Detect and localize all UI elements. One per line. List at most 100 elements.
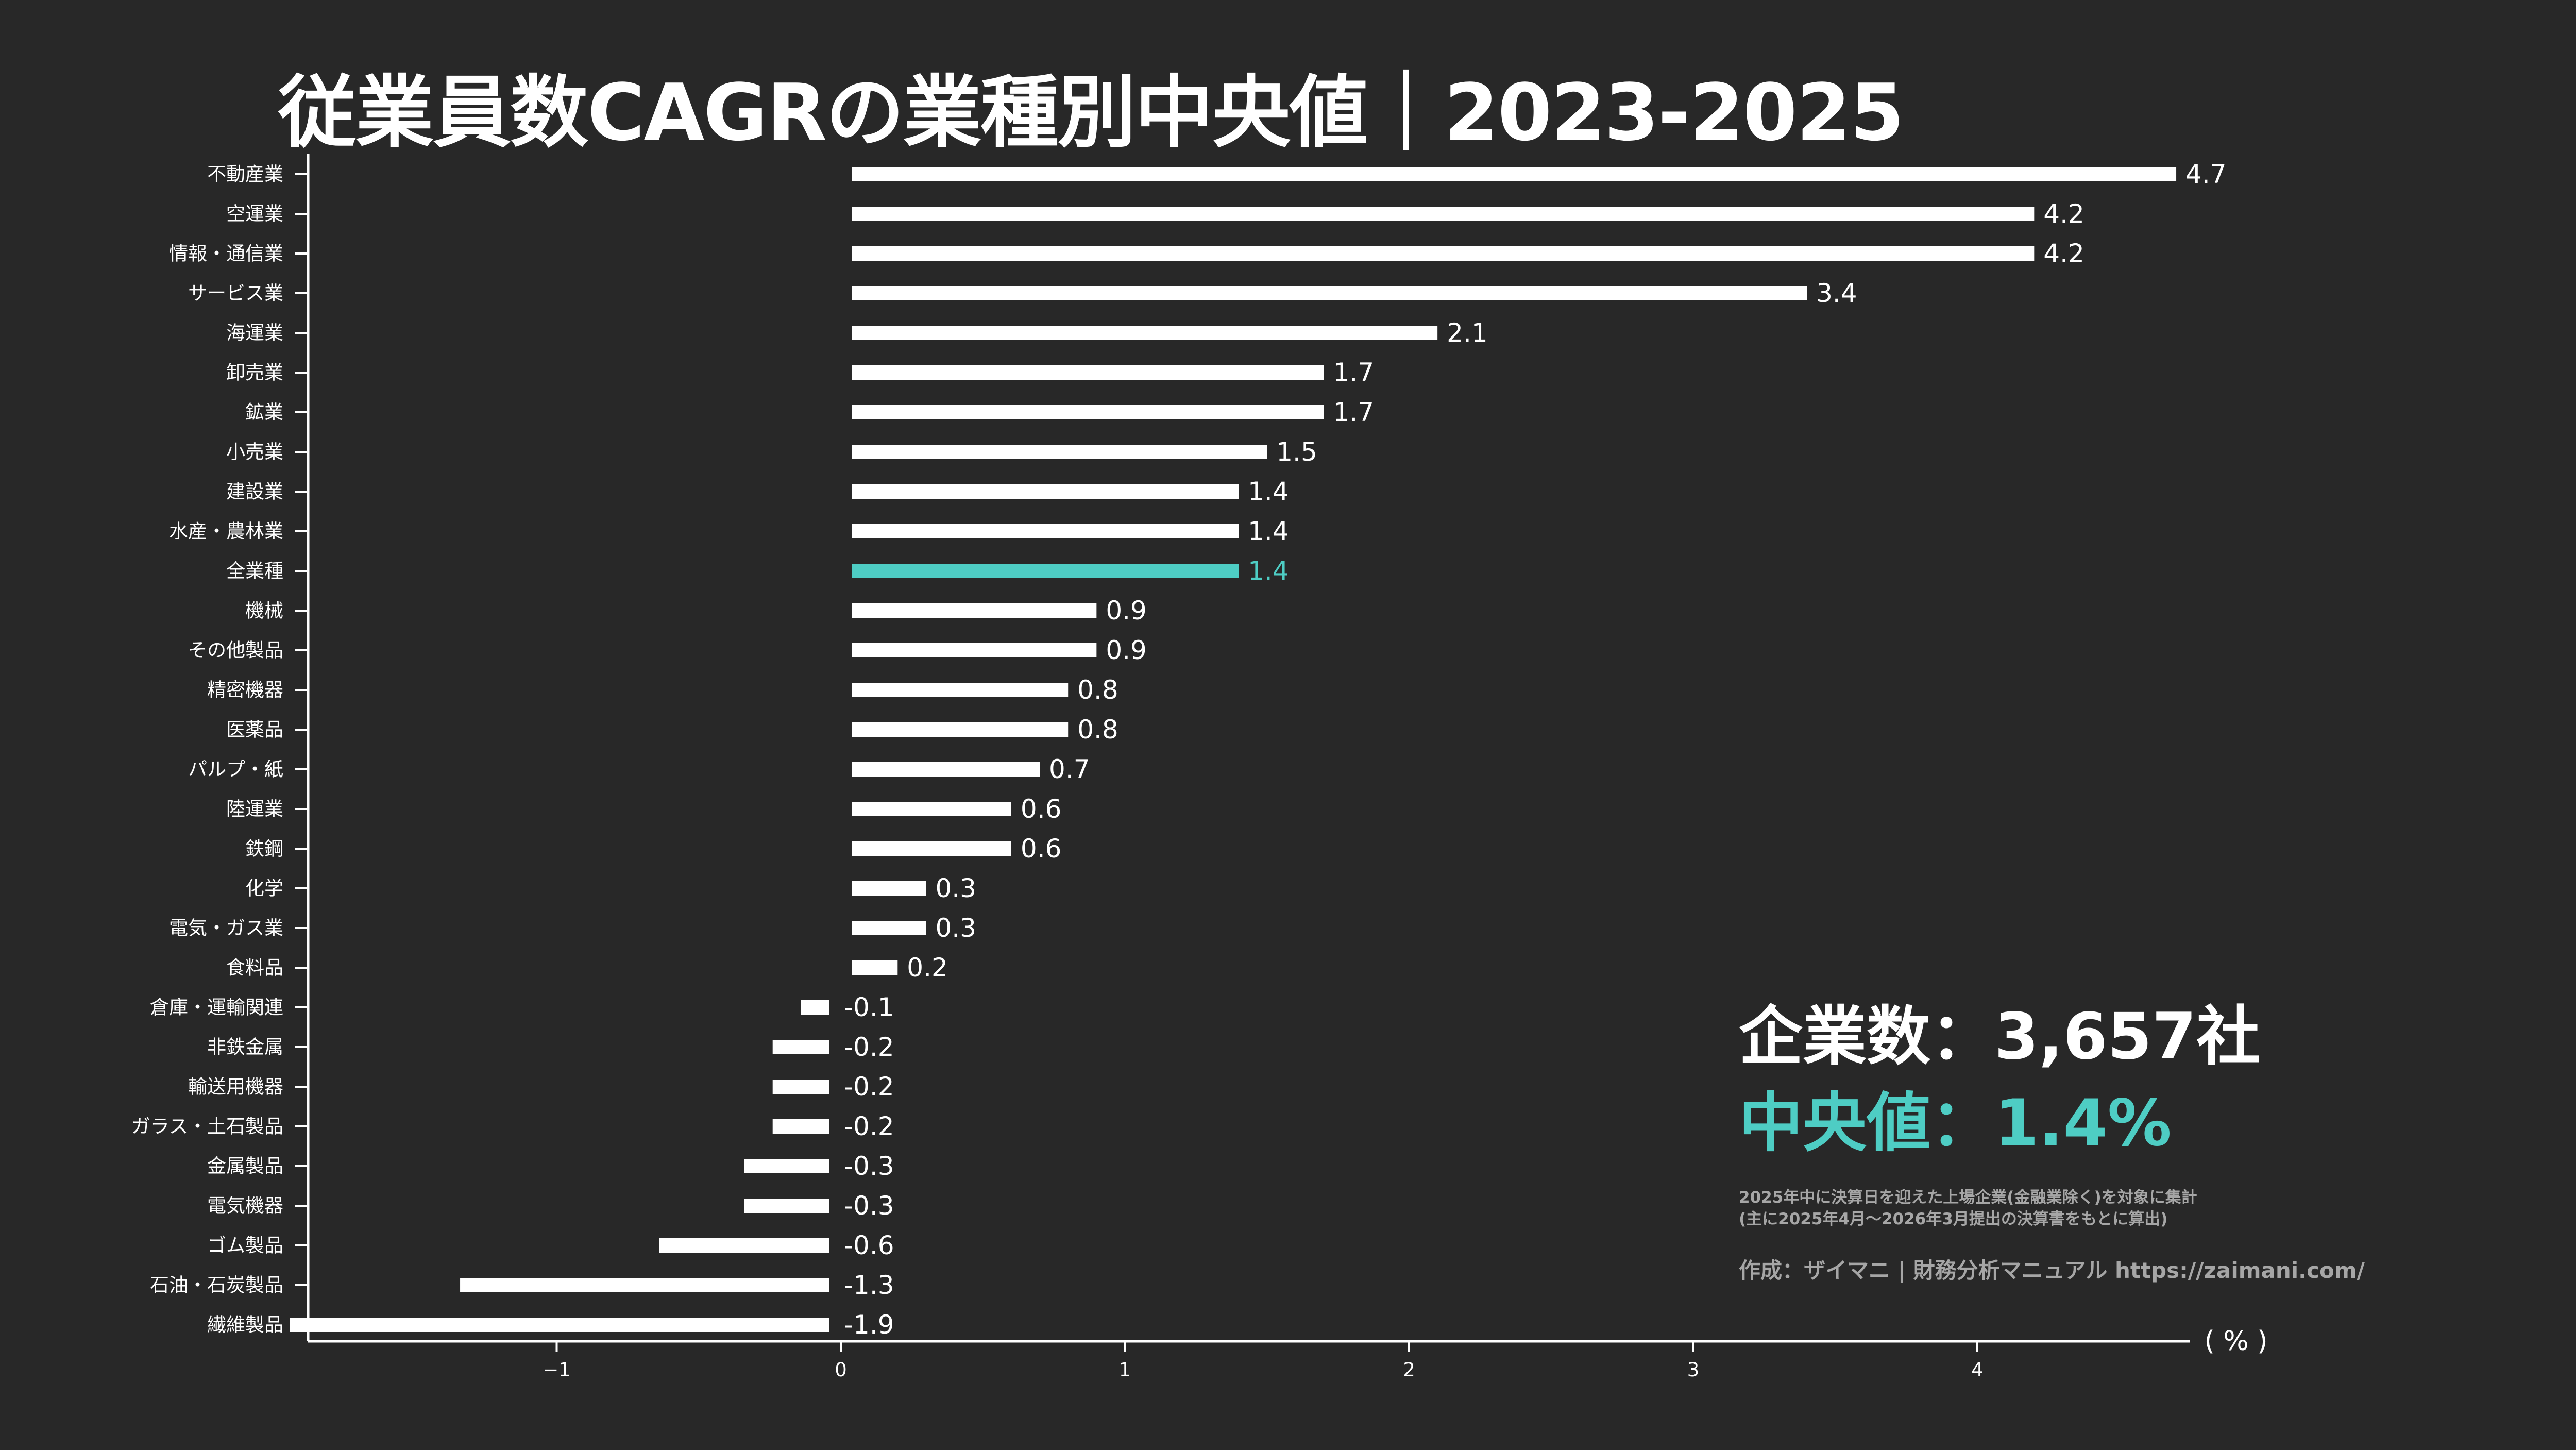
- bar-輸送用機器: [772, 1080, 829, 1094]
- value-label: 1.4: [1248, 516, 1289, 546]
- x-tick-label: 3: [1687, 1359, 1700, 1381]
- value-label: -0.6: [844, 1230, 894, 1260]
- bar-精密機器: [852, 683, 1069, 697]
- bar-ゴム製品: [659, 1238, 829, 1253]
- value-label: 1.4: [1248, 556, 1289, 586]
- x-tick-label: 4: [1971, 1359, 1984, 1381]
- bar-医薬品: [852, 722, 1069, 737]
- category-label: 空運業: [226, 203, 283, 225]
- bar-石油・石炭製品: [460, 1278, 829, 1292]
- median-summary: 中央値：1.4%: [1739, 1086, 2172, 1160]
- category-label: 繊維製品: [207, 1314, 283, 1336]
- bar-海運業: [852, 326, 1438, 340]
- value-label: -0.2: [844, 1072, 894, 1102]
- bar-鉄鋼: [852, 841, 1011, 856]
- value-label: 4.7: [2185, 159, 2227, 189]
- company-count: 企業数：3,657社: [1739, 1000, 2261, 1074]
- category-label: パルプ・紙: [188, 758, 283, 781]
- axes-layer: 不動産業空運業情報・通信業サービス業海運業卸売業鉱業小売業建設業水産・農林業全業…: [131, 154, 2268, 1381]
- value-label: 0.3: [935, 913, 976, 943]
- bar-全業種: [852, 564, 1239, 578]
- bar-鉱業: [852, 405, 1324, 419]
- value-label: 4.2: [2043, 199, 2084, 229]
- category-label: 水産・農林業: [169, 520, 283, 543]
- x-tick-label: 2: [1403, 1359, 1415, 1381]
- category-label: 情報・通信業: [169, 243, 283, 265]
- bar-小売業: [852, 445, 1267, 459]
- bar-食料品: [852, 960, 898, 975]
- category-label: 医薬品: [226, 719, 283, 741]
- value-label: 1.5: [1276, 437, 1317, 467]
- bar-サービス業: [852, 286, 1807, 300]
- category-label: 卸売業: [226, 362, 283, 384]
- value-label: 0.6: [1021, 794, 1062, 824]
- category-label: 金属製品: [207, 1155, 283, 1177]
- bar-ガラス・土石製品: [772, 1119, 829, 1134]
- category-label: 電気機器: [207, 1195, 283, 1217]
- value-label: -1.3: [844, 1270, 894, 1300]
- bar-機械: [852, 603, 1097, 618]
- category-label: 海運業: [226, 322, 283, 344]
- category-label: 倉庫・運輸関連: [150, 997, 283, 1019]
- category-label: 非鉄金属: [207, 1036, 283, 1058]
- bars-layer: 4.7 4.2 4.2 3.4 2.1 1.7 1.7 1.5 1.4 1.4 1.4 0.9 0.9 0…: [290, 159, 2227, 1340]
- info-box: 企業数：3,657社 中央値：1.4% 2025年中に決算日を迎えた上場企業(金…: [1739, 1005, 2365, 1285]
- category-label: その他製品: [188, 639, 283, 662]
- x-tick-label: 0: [835, 1359, 847, 1381]
- bar-電気機器: [744, 1199, 829, 1213]
- bar-繊維製品: [290, 1318, 829, 1332]
- x-tick-label: −1: [543, 1359, 571, 1381]
- bar-不動産業: [852, 167, 2177, 181]
- bar-パルプ・紙: [852, 762, 1040, 777]
- value-label: 1.7: [1333, 358, 1375, 387]
- value-label: -0.3: [844, 1191, 894, 1221]
- bar-水産・農林業: [852, 524, 1239, 538]
- bar-陸運業: [852, 802, 1011, 816]
- category-label: 電気・ガス業: [169, 917, 283, 939]
- unit-label: ( % ): [2204, 1326, 2267, 1357]
- category-label: 食料品: [226, 957, 283, 979]
- category-label: 石油・石炭製品: [150, 1274, 283, 1296]
- category-label: ゴム製品: [207, 1235, 283, 1257]
- value-label: 1.4: [1248, 477, 1289, 507]
- value-label: 0.9: [1106, 635, 1147, 665]
- value-label: 2.1: [1447, 318, 1488, 348]
- bar-建設業: [852, 484, 1239, 499]
- value-label: 0.2: [907, 953, 948, 983]
- bar-情報・通信業: [852, 246, 2035, 261]
- category-label: 陸運業: [226, 798, 283, 820]
- x-tick-label: 1: [1119, 1359, 1131, 1381]
- value-label: -0.1: [844, 992, 894, 1022]
- bar-倉庫・運輸関連: [801, 1000, 829, 1015]
- bar-その他製品: [852, 643, 1097, 657]
- category-label: 化学: [245, 878, 283, 900]
- chart-title: 従業員数CAGRの業種別中央値｜2023-2025: [278, 67, 1904, 158]
- category-label: 小売業: [226, 441, 283, 463]
- category-label: 鉱業: [245, 401, 283, 424]
- category-label: 鉄鋼: [245, 838, 283, 860]
- value-label: 1.7: [1333, 397, 1375, 427]
- value-label: -0.3: [844, 1151, 894, 1181]
- value-label: 0.6: [1021, 834, 1062, 864]
- bar-電気・ガス業: [852, 921, 926, 935]
- value-label: 3.4: [1816, 278, 1857, 308]
- category-label: 全業種: [226, 560, 283, 582]
- value-label: 0.8: [1077, 675, 1118, 705]
- category-label: サービス業: [188, 282, 283, 305]
- bar-空運業: [852, 207, 2035, 221]
- value-label: 0.9: [1106, 596, 1147, 626]
- note-text: 2025年中に決算日を迎えた上場企業(金融業除く)を対象に集計: [1739, 1188, 2197, 1207]
- bar-化学: [852, 881, 926, 896]
- category-label: 機械: [245, 600, 283, 622]
- credit-text: 作成：ザイマニ | 財務分析マニュアル https://zaimani.com/: [1739, 1257, 2365, 1283]
- category-label: 建設業: [226, 481, 283, 503]
- value-label: 0.7: [1049, 754, 1090, 784]
- note-text: (主に2025年4月～2026年3月提出の決算書をもとに算出): [1739, 1209, 2168, 1228]
- category-label: 精密機器: [207, 679, 283, 701]
- category-label: 不動産業: [207, 163, 283, 186]
- category-label: ガラス・土石製品: [131, 1116, 283, 1138]
- category-label: 輸送用機器: [188, 1076, 283, 1098]
- bar-卸売業: [852, 365, 1324, 380]
- value-label: -0.2: [844, 1032, 894, 1062]
